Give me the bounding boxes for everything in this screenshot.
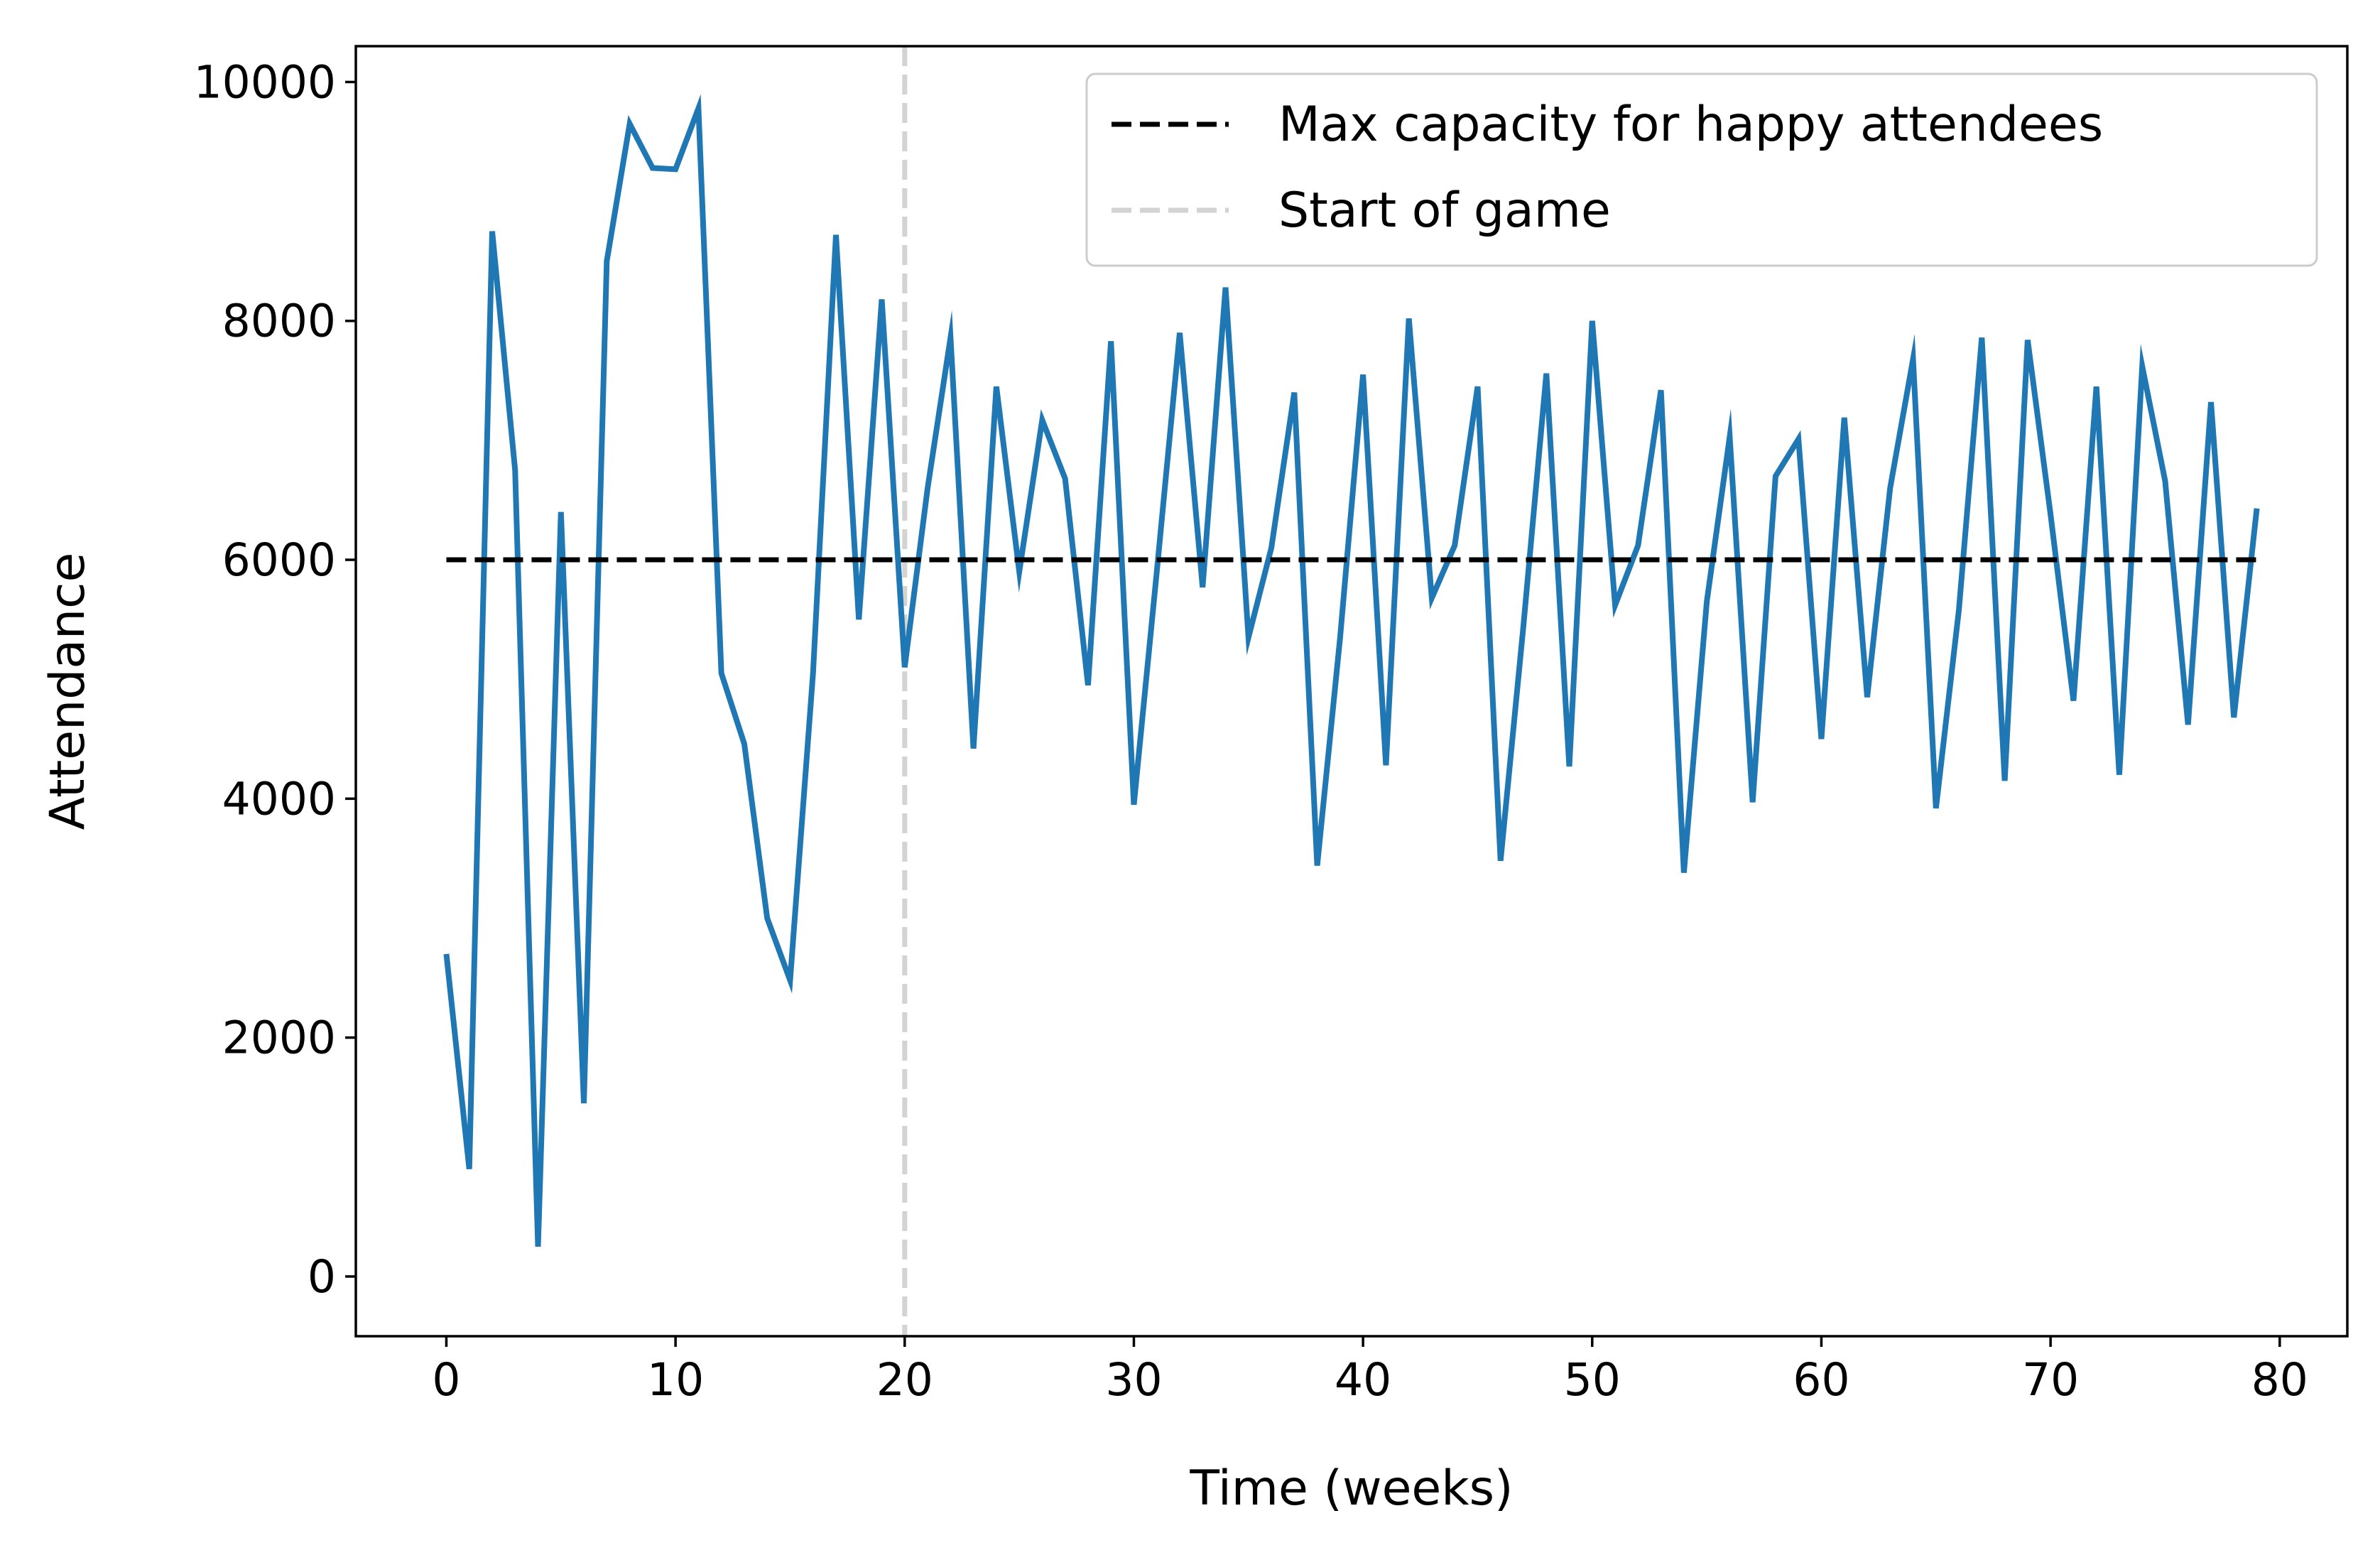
x-axis-ticks: 0 10 20 30 40 50 60 70 80 — [432, 1336, 2308, 1406]
y-axis-title: Attendance — [40, 553, 96, 830]
legend: Max capacity for happy attendees Start o… — [1085, 72, 2318, 267]
x-tick-label: 30 — [1105, 1354, 1162, 1406]
x-tick-label: 40 — [1335, 1354, 1391, 1406]
y-tick-label: 8000 — [222, 296, 336, 347]
x-axis-title: Time (weeks) — [1189, 1461, 1513, 1517]
x-tick-label: 70 — [2022, 1354, 2079, 1406]
x-tick-label: 20 — [876, 1354, 933, 1406]
x-tick-label: 60 — [1793, 1354, 1849, 1406]
plot-area-frame — [354, 45, 2349, 1338]
y-tick-label: 0 — [308, 1251, 336, 1303]
attendance-series-line — [443, 94, 2260, 1247]
x-tick-label: 10 — [647, 1354, 704, 1406]
legend-label-max-capacity: Max capacity for happy attendees — [1278, 97, 2103, 153]
x-tick-label: 0 — [432, 1354, 460, 1406]
y-tick-label: 4000 — [222, 773, 336, 825]
y-tick-label: 6000 — [222, 534, 336, 586]
y-tick-label: 10000 — [194, 56, 336, 108]
x-tick-label: 50 — [1564, 1354, 1621, 1406]
y-tick-label: 2000 — [222, 1012, 336, 1064]
x-tick-label: 80 — [2251, 1354, 2308, 1406]
legend-box — [1085, 72, 2318, 267]
y-axis-ticks: 0 2000 4000 6000 8000 10000 — [194, 56, 356, 1303]
legend-label-start-of-game: Start of game — [1278, 183, 1611, 239]
series-layer — [443, 94, 2260, 1247]
